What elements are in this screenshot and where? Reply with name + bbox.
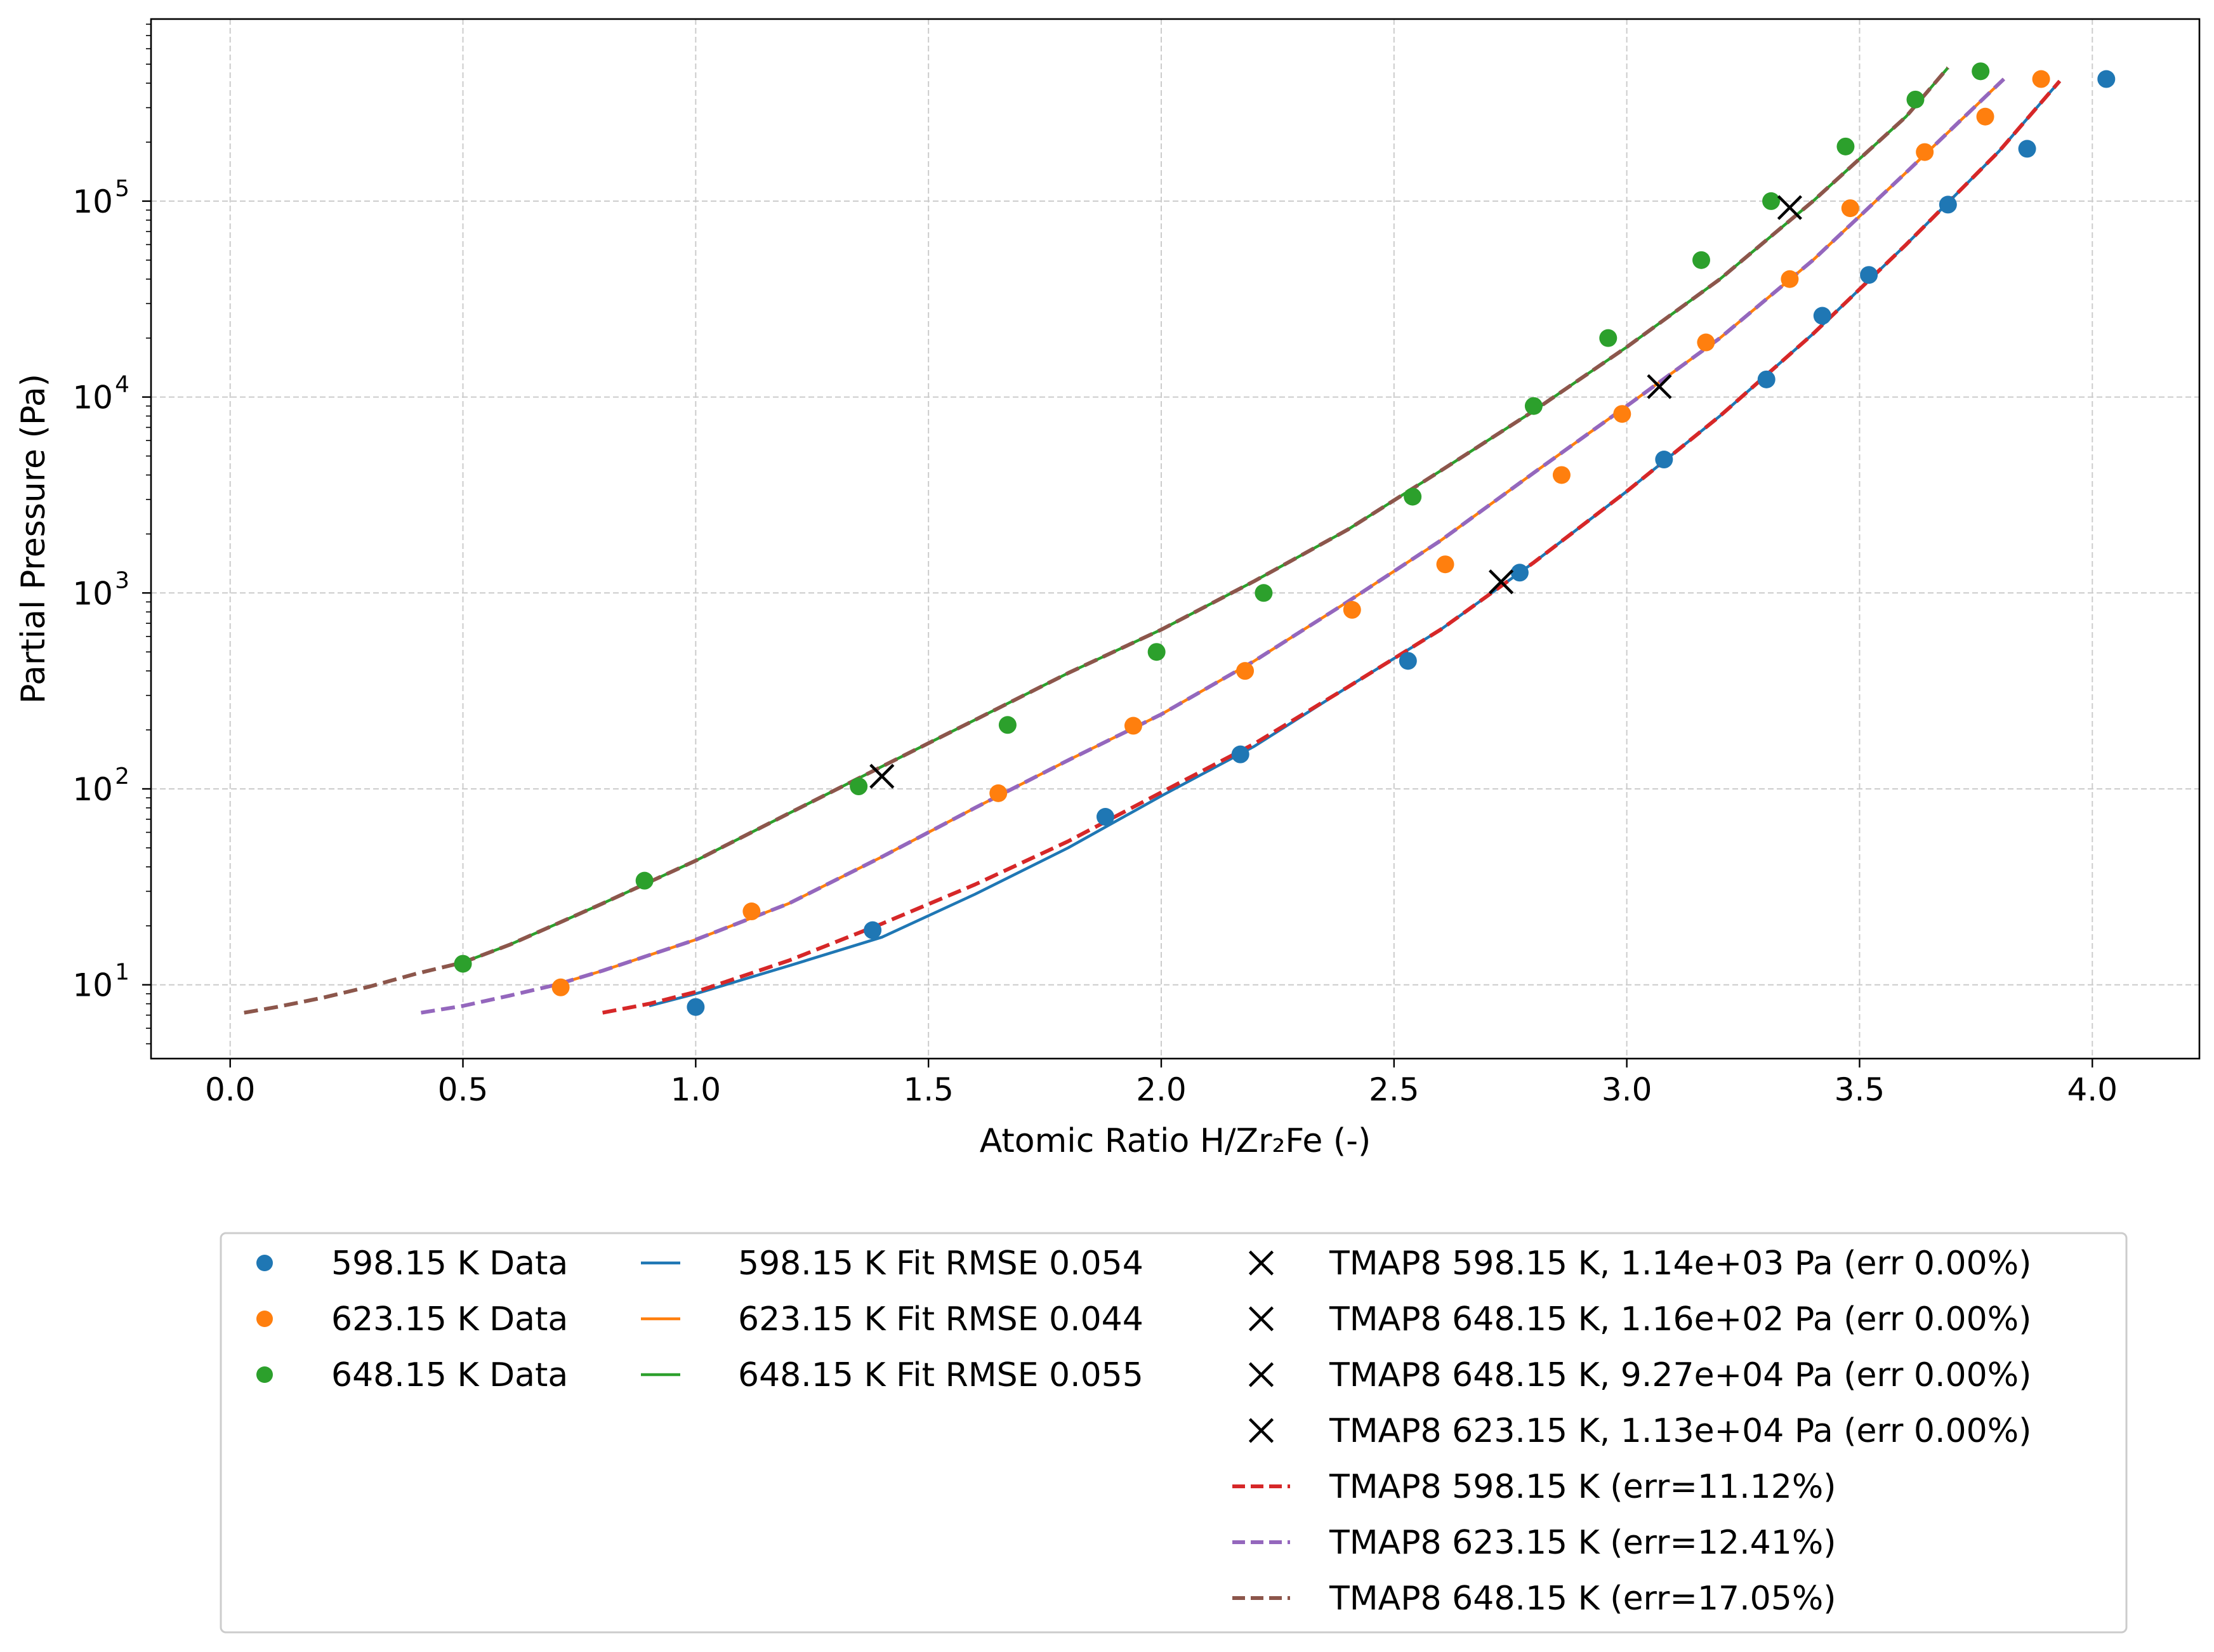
tmap8-marker — [869, 763, 895, 789]
data-point — [1613, 405, 1631, 423]
data-point — [1757, 370, 1776, 388]
axis-ticks: 0.0 0.5 1.0 1.5 2.0 2.5 3.0 3.5 4.010 110 210 310 41… — [72, 23, 2118, 1108]
fit-line — [462, 67, 1949, 964]
x-tick-label: 3.5 — [1835, 1071, 1885, 1108]
data-point — [1836, 137, 1855, 155]
tmap8-curve — [602, 79, 2062, 1015]
legend-label: TMAP8 648.15 K (err=17.05%) — [1329, 1580, 1836, 1618]
tmap8-marker — [1777, 195, 1802, 220]
data-point — [1231, 745, 1249, 763]
data-point — [1404, 487, 1422, 506]
legend-label: 648.15 K Data — [331, 1356, 568, 1394]
y-tick-label: 10 — [72, 771, 113, 808]
y-tick-exponent: 2 — [115, 763, 129, 790]
data-point — [1236, 662, 1255, 680]
data-point — [2018, 140, 2036, 158]
y-tick-label: 10 — [72, 575, 113, 612]
data-point — [1906, 90, 1925, 109]
data-point — [864, 921, 882, 939]
data-point — [635, 871, 654, 890]
data-point — [1692, 251, 1711, 269]
legend-label: TMAP8 623.15 K (err=12.41%) — [1329, 1524, 1836, 1562]
legend-label: 598.15 K Data — [331, 1245, 568, 1283]
y-tick-label: 10 — [72, 967, 113, 1004]
legend-label: 598.15 K Fit RMSE 0.054 — [738, 1245, 1143, 1283]
data-point — [998, 716, 1017, 734]
legend-label: TMAP8 623.15 K, 1.13e+04 Pa (err 0.00%) — [1329, 1412, 2031, 1450]
data-point — [2097, 70, 2116, 88]
data-point — [1552, 466, 1571, 484]
legend-box — [220, 1232, 2128, 1634]
data-point — [454, 955, 472, 973]
legend-marker-dot — [256, 1255, 273, 1271]
data-point — [989, 784, 1008, 802]
data-point — [1096, 808, 1114, 826]
y-tick-label: 10 — [72, 183, 113, 220]
legend-label: 648.15 K Fit RMSE 0.055 — [738, 1356, 1143, 1394]
x-tick-label: 1.5 — [903, 1071, 954, 1108]
y-tick-exponent: 1 — [115, 960, 129, 986]
tmap8-curve — [421, 77, 2005, 1015]
legend-label: TMAP8 648.15 K, 1.16e+02 Pa (err 0.00%) — [1329, 1300, 2031, 1338]
legend-marker-x — [1248, 1418, 1274, 1443]
data-point — [1124, 717, 1142, 735]
data-point — [850, 777, 868, 796]
data-point — [742, 902, 761, 921]
grid — [151, 19, 2199, 1059]
data-point — [1436, 555, 1454, 574]
y-tick-exponent: 4 — [115, 372, 129, 398]
data-point — [1972, 62, 1990, 81]
data-point — [1510, 564, 1529, 582]
data-point — [1762, 192, 1781, 210]
x-tick-label: 1.0 — [671, 1071, 722, 1108]
data-point — [1860, 266, 1878, 284]
legend-marker-dot — [256, 1366, 273, 1383]
legend: 598.15 K Data 623.15 K Data 648.15 K Data 5… — [220, 1232, 2128, 1634]
legend-label: 623.15 K Fit RMSE 0.044 — [738, 1300, 1143, 1338]
data-point — [1697, 333, 1715, 352]
data-point — [1399, 652, 1417, 670]
legend-label: TMAP8 598.15 K, 1.14e+03 Pa (err 0.00%) — [1329, 1245, 2031, 1283]
y-tick-exponent: 3 — [115, 567, 129, 593]
x-tick-label: 0.5 — [438, 1071, 489, 1108]
data-point — [1524, 397, 1543, 415]
legend-marker-x — [1248, 1306, 1274, 1332]
tmap8-marker — [1488, 569, 1514, 595]
legend-marker-dot — [256, 1311, 273, 1327]
x-tick-label: 3.0 — [1602, 1071, 1652, 1108]
data-point — [1916, 143, 1934, 161]
data-point — [1147, 643, 1166, 661]
data-point — [1781, 270, 1799, 288]
data-point — [1939, 195, 1957, 214]
y-axis-label: Partial Pressure (Pa) — [15, 374, 53, 704]
fit-line — [555, 77, 2005, 986]
legend-label: TMAP8 648.15 K, 9.27e+04 Pa (err 0.00%) — [1329, 1356, 2031, 1394]
data-point — [1599, 329, 1618, 347]
plot-series — [244, 62, 2116, 1016]
legend-marker-x — [1248, 1250, 1274, 1276]
legend-label: 623.15 K Data — [331, 1300, 568, 1338]
x-tick-label: 4.0 — [2067, 1071, 2118, 1108]
data-point — [1655, 451, 1673, 469]
tmap8-marker — [1647, 374, 1672, 399]
data-point — [1841, 199, 1859, 218]
data-point — [687, 998, 705, 1016]
legend-marker-x — [1248, 1362, 1274, 1387]
data-point — [1976, 107, 1994, 126]
legend-label: TMAP8 598.15 K (err=11.12%) — [1329, 1468, 1836, 1506]
tmap8-curve — [244, 66, 1950, 1015]
data-point — [1255, 584, 1273, 602]
data-point — [2032, 70, 2050, 88]
x-tick-label: 2.5 — [1369, 1071, 1420, 1108]
y-tick-label: 10 — [72, 380, 113, 416]
data-point — [1343, 600, 1361, 619]
x-tick-label: 0.0 — [205, 1071, 256, 1108]
x-tick-label: 2.0 — [1136, 1071, 1187, 1108]
x-axis-label: Atomic Ratio H/Zr₂Fe (-) — [980, 1122, 1371, 1160]
y-tick-exponent: 5 — [115, 176, 129, 202]
axes-frame — [150, 18, 2201, 1060]
data-point — [551, 978, 570, 996]
data-point — [1813, 307, 1831, 325]
